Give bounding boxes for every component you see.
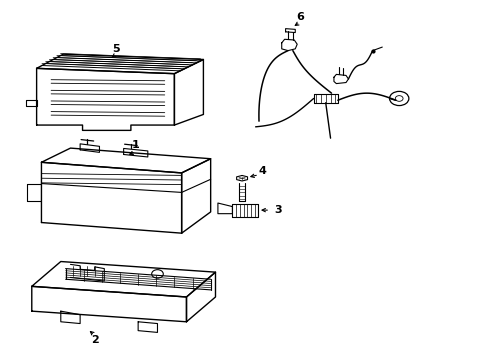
- Text: 6: 6: [296, 12, 304, 22]
- Text: 2: 2: [91, 335, 98, 345]
- Text: 5: 5: [112, 44, 120, 54]
- Text: 1: 1: [132, 140, 139, 150]
- Text: 3: 3: [274, 205, 282, 215]
- Text: 4: 4: [259, 166, 266, 176]
